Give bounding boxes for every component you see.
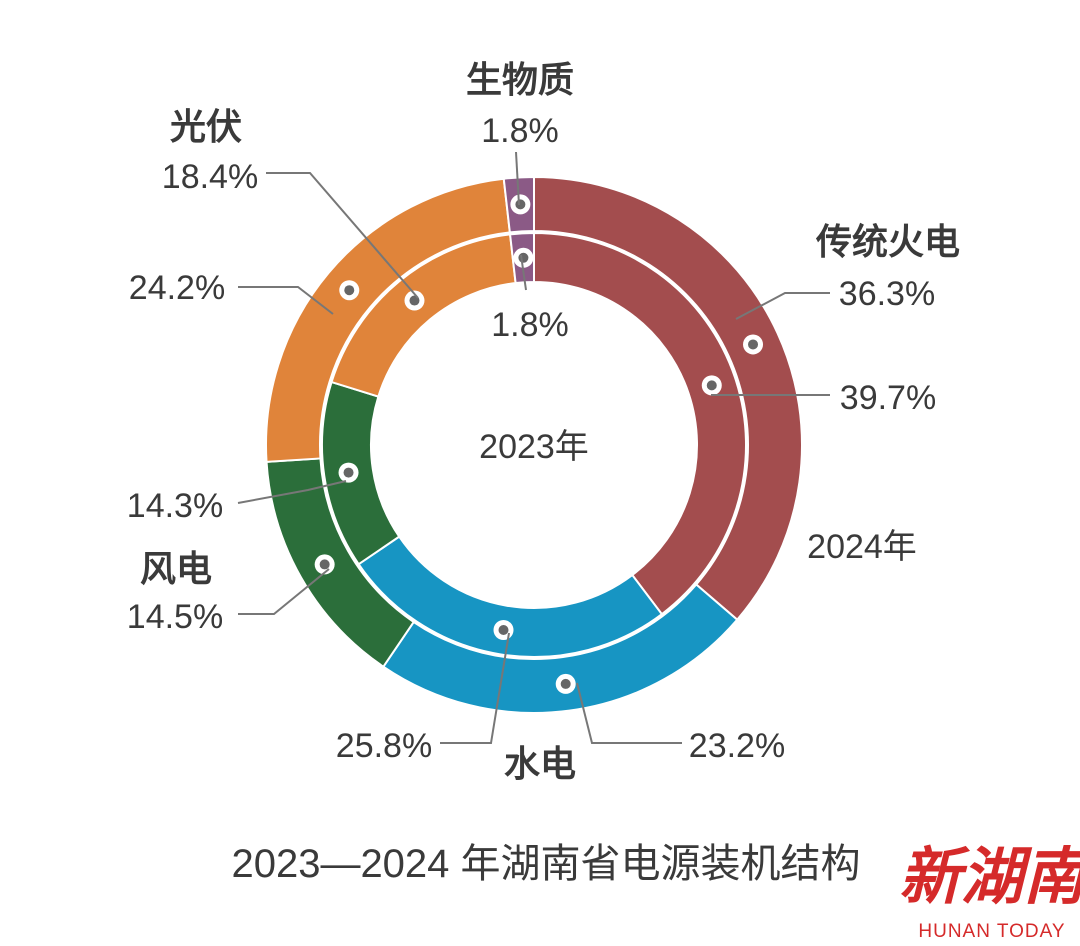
- value-label-2024-solar: 24.2%: [129, 269, 225, 307]
- value-label-2024-hydro: 23.2%: [689, 727, 785, 765]
- chart-segments: [265, 175, 803, 714]
- chart-title: 2023—2024 年湖南省电源装机结构: [231, 842, 860, 886]
- value-label-2023-hydro: 25.8%: [336, 727, 432, 765]
- value-label-2024-biomass: 1.8%: [481, 112, 559, 150]
- marker-dot-2024-thermal: [748, 339, 759, 350]
- category-label-wind: 风电: [140, 549, 212, 590]
- leader-line-outer-thermal: [735, 292, 830, 320]
- category-label-hydro: 水电: [504, 744, 576, 785]
- leader-line-outer-wind: [238, 568, 330, 615]
- hunan-today-logo: 新湖南 HUNAN TODAY: [899, 840, 1080, 942]
- value-label-2023-biomass: 1.8%: [491, 306, 569, 344]
- leader-line-inner-solar: [266, 172, 419, 299]
- marker-dot-2023-hydro: [498, 625, 509, 636]
- logo-text: 新湖南: [899, 840, 1080, 913]
- category-label-solar: 光伏: [170, 107, 242, 148]
- center-year-label: 2023年: [479, 428, 589, 466]
- marker-dot-2023-biomass: [518, 252, 529, 263]
- value-label-2024-wind: 14.5%: [127, 598, 223, 636]
- category-label-biomass: 生物质: [466, 60, 574, 101]
- marker-dot-2024-wind: [319, 559, 330, 570]
- value-label-2023-wind: 14.3%: [127, 487, 223, 525]
- marker-dot-2024-hydro: [560, 678, 571, 689]
- chart-markers: [314, 194, 764, 694]
- marker-dot-2024-solar: [344, 285, 355, 296]
- leader-line-outer-hydro: [576, 682, 682, 744]
- leader-line-outer-biomass: [515, 151, 520, 206]
- value-label-2024-thermal: 36.3%: [839, 275, 935, 313]
- segment-2023-thermal: [533, 231, 747, 616]
- marker-dot-2023-wind: [343, 467, 354, 478]
- leader-line-inner-biomass: [520, 254, 527, 291]
- marker-dot-2023-thermal: [706, 380, 717, 391]
- category-label-thermal: 传统火电: [815, 222, 960, 263]
- leader-line-inner-hydro: [440, 632, 510, 744]
- marker-dot-2024-biomass: [515, 199, 526, 210]
- leader-line-inner-wind: [237, 480, 347, 504]
- value-label-2023-solar: 18.4%: [162, 158, 258, 196]
- outer-ring-year-label: 2024年: [807, 528, 917, 566]
- value-label-2023-thermal: 39.7%: [840, 379, 936, 417]
- leader-line-outer-solar: [238, 286, 334, 315]
- logo-subtext: HUNAN TODAY: [918, 921, 1065, 942]
